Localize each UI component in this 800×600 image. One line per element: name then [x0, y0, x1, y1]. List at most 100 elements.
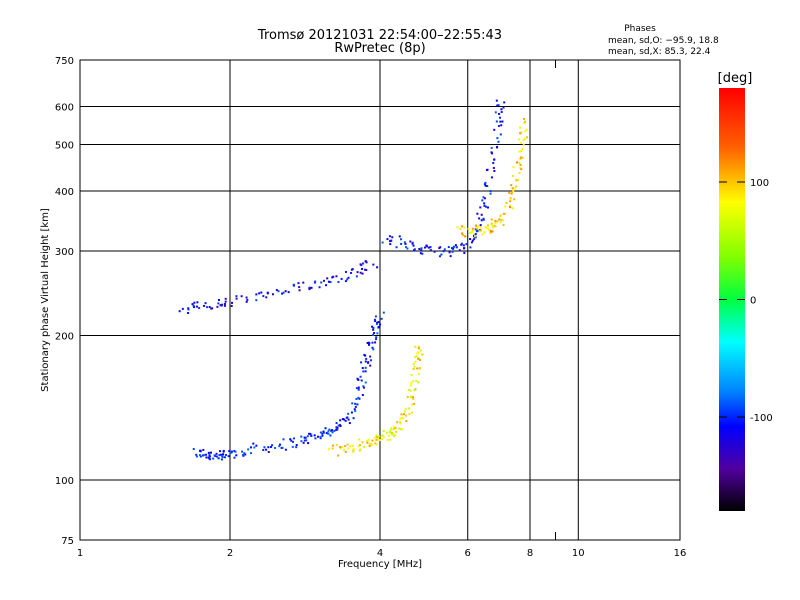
- data-point: [207, 451, 210, 454]
- data-point: [490, 222, 493, 225]
- data-point: [394, 427, 397, 430]
- data-point: [328, 428, 331, 431]
- colorbar-ticks: 100 0 -100: [719, 178, 773, 424]
- data-point: [497, 140, 500, 143]
- data-point: [406, 247, 409, 250]
- data-point: [492, 161, 495, 164]
- axis-ticks: 1 2 4 6 8 10 16 75 100 200 300 400 500 600 750: [55, 56, 686, 559]
- data-point: [337, 454, 340, 457]
- data-point: [374, 320, 377, 323]
- data-point: [406, 396, 409, 399]
- data-point: [364, 354, 367, 357]
- data-point: [449, 255, 452, 258]
- data-point: [358, 438, 361, 441]
- data-point: [459, 227, 462, 230]
- data-point: [223, 304, 226, 307]
- y-tick-label: 500: [55, 141, 74, 152]
- data-point: [181, 307, 184, 310]
- data-point: [482, 196, 485, 199]
- data-point: [389, 431, 392, 434]
- data-point: [357, 378, 360, 381]
- data-point: [483, 231, 486, 234]
- data-point: [233, 456, 236, 459]
- data-point: [400, 242, 403, 245]
- data-point: [380, 434, 383, 437]
- data-point: [500, 111, 503, 114]
- data-point: [300, 435, 303, 438]
- data-point: [360, 379, 363, 382]
- data-point: [392, 435, 395, 438]
- data-point: [358, 397, 361, 400]
- data-point: [356, 403, 359, 406]
- data-point: [331, 431, 334, 434]
- data-point: [361, 272, 364, 275]
- data-point: [350, 271, 353, 274]
- data-point: [479, 206, 482, 209]
- data-point: [375, 434, 378, 437]
- data-point: [498, 112, 501, 115]
- data-point: [479, 226, 482, 229]
- data-point: [339, 446, 342, 449]
- data-point: [382, 311, 385, 314]
- data-point: [365, 357, 368, 360]
- data-point: [474, 233, 477, 236]
- data-point: [249, 452, 252, 455]
- data-point: [519, 166, 522, 169]
- data-point: [452, 245, 455, 248]
- data-point: [354, 410, 357, 413]
- data-point: [388, 235, 391, 238]
- data-point: [418, 247, 421, 250]
- data-point: [337, 281, 340, 284]
- data-point: [235, 297, 238, 300]
- data-point: [418, 358, 421, 361]
- data-point: [263, 446, 266, 449]
- data-point: [319, 437, 322, 440]
- data-point: [347, 276, 350, 279]
- data-point: [255, 299, 258, 302]
- data-point: [413, 389, 416, 392]
- data-point: [211, 307, 214, 310]
- y-tick-label: 400: [55, 187, 74, 198]
- data-point: [335, 422, 338, 425]
- data-point: [187, 308, 190, 311]
- data-point: [364, 370, 367, 373]
- x-tick-label: 6: [465, 548, 471, 559]
- data-point: [469, 246, 472, 249]
- data-point: [522, 139, 525, 142]
- data-point: [331, 444, 334, 447]
- data-point: [281, 292, 284, 295]
- data-point: [314, 280, 317, 283]
- data-point: [372, 326, 375, 329]
- data-point: [519, 126, 522, 129]
- data-point: [389, 240, 392, 243]
- data-point: [191, 303, 194, 306]
- data-point: [419, 349, 422, 352]
- data-point: [410, 381, 413, 384]
- data-point: [391, 236, 394, 239]
- data-point: [217, 302, 220, 305]
- data-point: [303, 439, 306, 442]
- data-point: [359, 444, 362, 447]
- data-point: [458, 249, 461, 252]
- data-point: [481, 199, 484, 202]
- data-point: [412, 244, 415, 247]
- data-point: [410, 373, 413, 376]
- data-point: [411, 403, 414, 406]
- data-point: [292, 437, 295, 440]
- data-point: [255, 444, 258, 447]
- data-point: [419, 252, 422, 255]
- data-point: [205, 456, 208, 459]
- chart-title: Tromsø 20121031 22:54:00–22:55:43: [257, 28, 502, 43]
- data-point: [262, 295, 265, 298]
- data-point: [516, 161, 519, 164]
- data-point: [367, 438, 370, 441]
- data-point: [267, 451, 270, 454]
- data-point: [329, 434, 332, 437]
- data-point: [344, 445, 347, 448]
- data-point: [469, 238, 472, 241]
- data-point: [478, 217, 481, 220]
- data-point: [518, 161, 521, 164]
- data-point: [502, 212, 505, 215]
- data-point: [420, 248, 423, 251]
- data-point: [440, 253, 443, 256]
